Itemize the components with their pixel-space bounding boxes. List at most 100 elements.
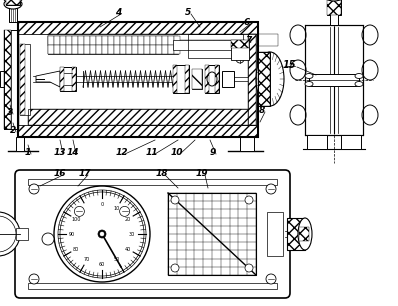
Bar xyxy=(96,45,102,54)
Bar xyxy=(174,45,180,54)
Circle shape xyxy=(98,230,106,238)
Text: 15: 15 xyxy=(282,60,296,70)
Text: 30: 30 xyxy=(129,232,135,237)
Ellipse shape xyxy=(4,0,22,3)
Bar xyxy=(16,137,24,151)
Text: 11: 11 xyxy=(146,147,158,156)
Ellipse shape xyxy=(290,25,306,45)
Circle shape xyxy=(100,232,104,236)
Bar xyxy=(96,36,102,45)
Bar xyxy=(48,45,54,54)
Bar xyxy=(54,45,60,54)
Bar xyxy=(173,40,245,45)
Text: 90: 90 xyxy=(69,232,75,237)
Bar xyxy=(48,36,178,54)
Ellipse shape xyxy=(256,52,284,106)
Text: 8: 8 xyxy=(259,106,265,114)
Circle shape xyxy=(171,196,179,204)
Bar xyxy=(192,69,202,89)
Text: 1: 1 xyxy=(25,147,31,156)
Text: 18: 18 xyxy=(156,169,168,177)
FancyBboxPatch shape xyxy=(15,170,290,298)
Bar xyxy=(28,109,254,125)
Ellipse shape xyxy=(355,81,363,87)
Bar xyxy=(248,34,256,125)
Bar xyxy=(327,0,341,15)
Bar xyxy=(330,13,338,25)
Ellipse shape xyxy=(362,25,378,45)
Bar xyxy=(66,45,72,54)
Bar xyxy=(90,36,96,45)
Bar xyxy=(4,30,11,129)
Text: 16: 16 xyxy=(54,169,66,177)
Bar xyxy=(66,36,72,45)
Circle shape xyxy=(266,184,276,194)
Bar xyxy=(18,125,258,137)
Bar xyxy=(173,40,245,50)
Bar xyxy=(174,36,180,45)
Bar xyxy=(72,67,76,91)
Bar xyxy=(168,193,256,275)
Bar xyxy=(20,44,25,115)
Bar xyxy=(192,69,202,89)
Bar xyxy=(28,109,254,125)
Bar xyxy=(205,65,209,93)
Text: 40: 40 xyxy=(125,247,131,252)
Bar xyxy=(144,45,150,54)
Bar xyxy=(305,25,363,135)
Bar xyxy=(287,218,305,250)
Bar xyxy=(168,45,174,54)
Bar xyxy=(18,22,258,34)
Circle shape xyxy=(60,192,144,276)
Bar xyxy=(132,45,138,54)
Bar xyxy=(188,34,243,58)
Bar xyxy=(90,45,96,54)
Bar xyxy=(138,45,144,54)
Circle shape xyxy=(171,264,179,272)
Bar xyxy=(173,65,189,93)
Bar xyxy=(72,36,78,45)
Circle shape xyxy=(266,274,276,284)
Bar xyxy=(138,36,144,45)
Ellipse shape xyxy=(290,60,306,80)
Text: 5: 5 xyxy=(185,8,191,17)
Bar xyxy=(168,36,174,45)
Bar xyxy=(341,135,361,149)
Polygon shape xyxy=(36,71,60,87)
Bar xyxy=(162,36,168,45)
Bar xyxy=(48,36,178,54)
Bar xyxy=(185,65,189,93)
Bar xyxy=(0,71,7,87)
Bar xyxy=(60,67,64,91)
Bar xyxy=(108,36,114,45)
Bar xyxy=(84,36,90,45)
Text: 4: 4 xyxy=(115,8,121,17)
Bar xyxy=(156,36,162,45)
Circle shape xyxy=(0,216,16,252)
Bar xyxy=(4,30,18,129)
Bar xyxy=(6,0,20,5)
Circle shape xyxy=(245,196,253,204)
Circle shape xyxy=(54,186,150,282)
Text: 7: 7 xyxy=(245,35,251,44)
Bar xyxy=(126,36,132,45)
Circle shape xyxy=(58,190,146,278)
Text: 80: 80 xyxy=(73,247,79,252)
Text: 50: 50 xyxy=(114,257,120,263)
Text: 19: 19 xyxy=(196,169,208,177)
Circle shape xyxy=(245,264,253,272)
Bar xyxy=(54,36,60,45)
Bar xyxy=(327,0,341,15)
Bar xyxy=(150,45,156,54)
Circle shape xyxy=(74,206,84,216)
Bar xyxy=(156,45,162,54)
Bar xyxy=(120,36,126,45)
Circle shape xyxy=(29,274,39,284)
Bar xyxy=(162,45,168,54)
Bar xyxy=(258,52,270,106)
Text: 2: 2 xyxy=(10,125,16,135)
Bar xyxy=(248,34,256,125)
Bar xyxy=(307,135,327,149)
Bar xyxy=(267,212,283,256)
Bar xyxy=(72,45,78,54)
